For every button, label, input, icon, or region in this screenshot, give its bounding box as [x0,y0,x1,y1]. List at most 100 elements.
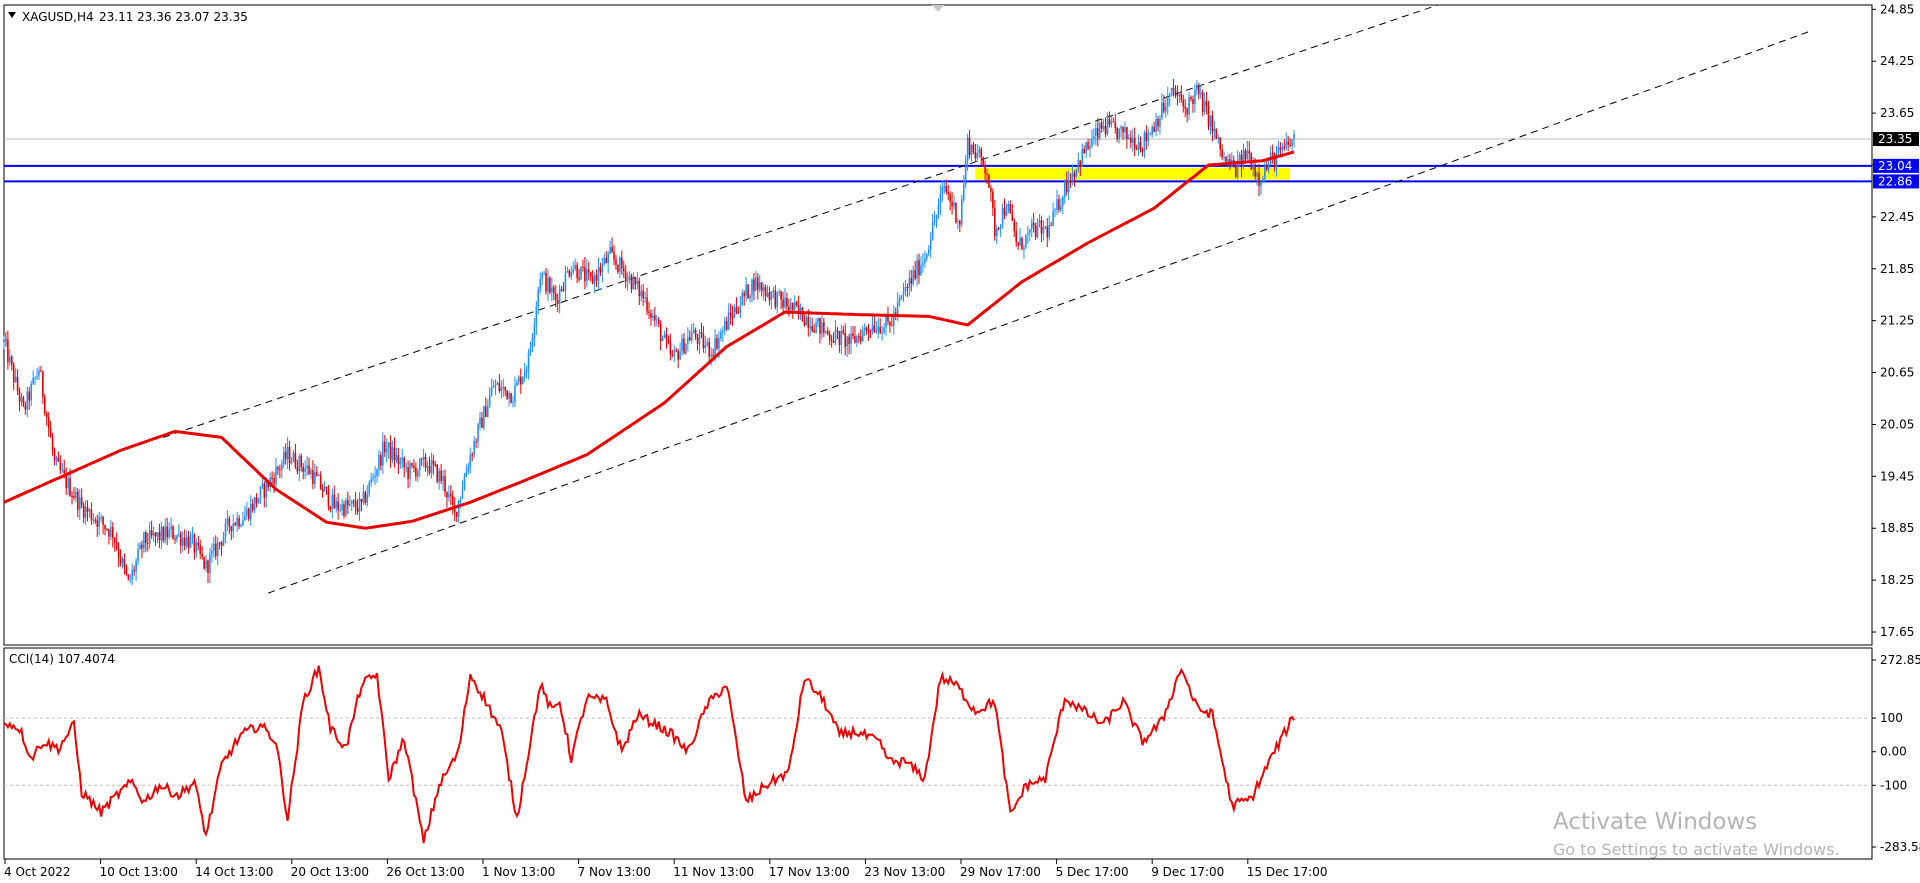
candle-body [312,470,314,484]
price-tick-label: 23.65 [1880,106,1914,120]
candle-body [1157,119,1159,127]
cci-plot-area [3,665,1872,844]
candle-body [22,397,25,406]
time-tick-label: 15 Dec 17:00 [1247,865,1328,879]
candle-body [1256,172,1258,177]
candle-body [1093,135,1095,139]
candle-body [1194,90,1196,105]
candle-body [597,267,600,281]
candle-body [599,267,602,273]
candle-body [523,372,526,377]
candle-body [990,187,992,192]
candle-body [978,149,981,154]
candle-body [619,257,621,272]
candle-body [900,295,903,299]
candle-body [780,291,782,300]
candle-body [1046,226,1049,238]
candle-body [125,567,128,575]
candle-body [422,456,425,460]
price-axis[interactable]: 24.8524.2523.6523.0522.4521.8521.2520.65… [1872,2,1919,639]
candle-body [1065,180,1068,192]
main-plot-area [3,5,1872,594]
candle-body [745,284,747,296]
candle-body [879,326,881,334]
candle-body [53,450,56,461]
cci-pane[interactable] [3,647,1873,860]
candle-body [73,496,75,498]
candle-body [354,501,357,509]
candle-body [298,455,301,472]
candle-body [366,494,369,503]
candle-body [683,338,685,354]
candle-body [108,529,110,537]
candle-body [578,277,580,280]
candle-body [731,315,734,318]
candle-body [609,247,611,254]
candle-body [949,194,951,202]
candle-body [758,282,761,290]
candle-body [444,476,446,492]
candle-body [411,463,413,466]
candle-body [16,376,19,392]
channel-lower-line[interactable] [268,30,1811,594]
candle-body [137,549,139,562]
candle-body [1203,101,1206,113]
collapse-triangle-icon[interactable] [8,12,16,18]
time-axis[interactable]: 4 Oct 2022 10 Oct 13:00 14 Oct 13:00 20 Oct… [4,859,1328,879]
moving-average-line[interactable] [3,150,1295,530]
candle-body [172,526,174,539]
candle-body [613,252,615,260]
candle-body [121,558,124,564]
candle-body [551,287,553,293]
channel-upper-line[interactable] [163,5,1438,438]
candle-body [238,517,240,527]
candle-body [162,527,165,541]
candle-body [160,527,163,541]
candle-body [51,437,54,451]
candle-body [1145,132,1148,141]
candle-body [393,447,396,461]
candle-body [96,520,99,527]
candle-body [434,464,437,466]
candle-body [580,266,582,280]
candle-body [86,507,89,512]
time-tick-label: 5 Dec 17:00 [1056,865,1129,879]
candle-body [622,268,625,272]
candle-body [788,306,790,311]
candle-body [1116,127,1119,139]
candle-body [861,330,864,342]
candle-body [518,376,520,383]
candle-body [1161,102,1163,119]
candle-body [1258,172,1260,186]
candle-body [32,377,34,384]
candle-body [370,478,372,483]
candle-body [916,260,918,279]
candle-body [1108,118,1111,125]
candle-body [1137,141,1140,150]
candle-body [560,288,563,291]
candle-body [657,319,660,325]
candle-body [325,486,328,489]
candle-body [176,535,178,540]
cci-axis[interactable]: 272.852 100 0.00 -100 -283.582 [1872,653,1920,854]
candle-body [349,504,351,506]
candle-body [36,375,38,378]
candle-body [1085,142,1087,154]
candle-body [865,327,868,331]
candle-body [589,272,592,277]
candle-body [568,270,571,277]
time-tick-label: 29 Nov 17:00 [960,865,1041,879]
candle-body [708,342,711,357]
candle-body [694,329,697,338]
candle-body [803,321,806,326]
candle-body [38,370,40,376]
candle-body [970,144,973,155]
candle-body [772,290,775,292]
shift-marker-icon[interactable] [932,5,944,12]
candle-body [519,376,522,385]
candle-body [871,325,874,331]
main-pane[interactable] [3,4,1873,646]
cci-line[interactable] [3,665,1295,844]
candle-body [1205,101,1208,106]
